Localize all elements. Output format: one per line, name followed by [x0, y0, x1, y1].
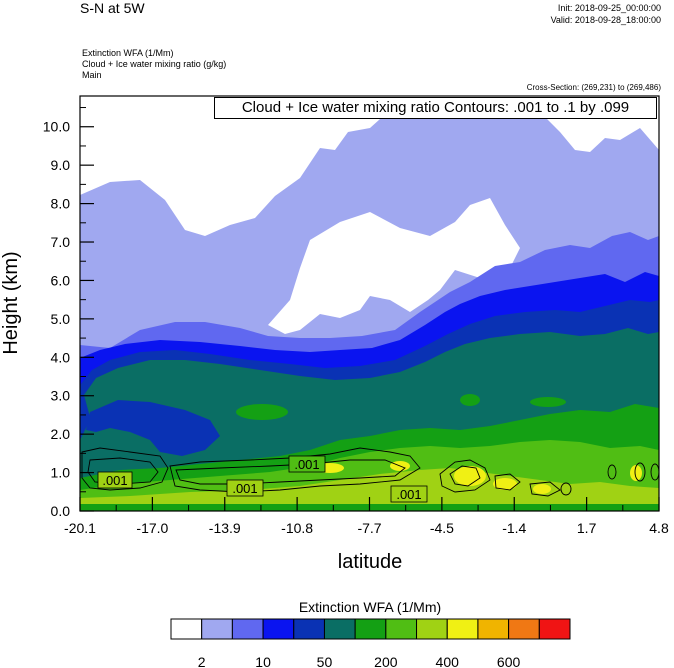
field-yellow-blob [630, 465, 642, 481]
time-info: Init: 2018-09-25_00:00:00 Valid: 2018-09… [551, 2, 661, 26]
contour-line [87, 457, 159, 485]
x-tick-label: -17.0 [136, 520, 168, 536]
x-tick-label: 1.7 [577, 520, 597, 536]
contour-label-group: .001 .001 .001 .001 [97, 455, 428, 503]
x-axis-title: latitude [338, 551, 403, 573]
variable-mixing-ratio: Cloud + Ice water mixing ratio (g/kg) [82, 59, 227, 69]
y-tick-label: 6.0 [51, 272, 71, 288]
contour-label-box [97, 471, 133, 489]
field-clear-pocket [268, 198, 520, 334]
colorbar-label: 10 [255, 654, 271, 668]
contour-label-box [288, 455, 326, 473]
field-level-5-pocket [86, 400, 220, 456]
x-tick-label: -20.1 [64, 520, 96, 536]
field-green-island [460, 394, 480, 406]
colorbar-label: 600 [497, 654, 521, 668]
colorbar-swatch [385, 618, 418, 640]
colorbar-swatch [508, 618, 540, 640]
colorbar-swatch [323, 618, 356, 640]
mixing-ratio-contours [81, 447, 659, 497]
field-yellow-blob [454, 466, 486, 486]
contour-label-box [390, 485, 428, 503]
contour-line [175, 459, 406, 485]
y-tick-label: 0.0 [51, 503, 71, 519]
x-axis: -20.1 -17.0 -13.9 -10.8 -7.7 -4.5 -1.4 1.7 4.8 [64, 497, 669, 536]
field-yellow-blob [533, 484, 551, 494]
contour-line [560, 482, 572, 496]
colorbar-swatch [231, 618, 264, 640]
y-tick-label: 7.0 [51, 234, 71, 250]
colorbar-label: 2 [198, 654, 206, 668]
colorbar-swatch [262, 618, 295, 640]
colorbar-title: Extinction WFA (1/Mm) [299, 599, 441, 615]
contour-line [650, 463, 659, 481]
y-tick-label: 5.0 [51, 311, 71, 327]
y-tick-label: 1.0 [51, 465, 71, 481]
colorbar-swatch [477, 618, 510, 640]
x-tick-label: -4.5 [430, 520, 454, 536]
contour-line [634, 462, 646, 482]
contour-label: .001 [232, 481, 257, 496]
domain-name: Main [82, 70, 102, 80]
extinction-field [80, 96, 659, 511]
colorbar-label: 50 [317, 654, 333, 668]
contour-label: .001 [396, 487, 421, 502]
contour-info-box: Cloud + Ice water mixing ratio Contours:… [214, 97, 657, 119]
variable-list: Extinction WFA (1/Mm) Cloud + Ice water … [82, 48, 226, 81]
colorbar-swatch [416, 618, 448, 640]
init-time: Init: 2018-09-25_00:00:00 [557, 3, 661, 13]
contour-line [449, 465, 481, 487]
y-tick-label: 9.0 [51, 157, 71, 173]
colorbar-swatch [354, 618, 387, 640]
contour-line [529, 481, 561, 497]
colorbar-swatch [201, 618, 233, 640]
colorbar-swatch [446, 618, 479, 640]
colorbar-swatch [170, 618, 203, 640]
contour-line [81, 447, 169, 491]
field-green-island [236, 404, 288, 420]
contour-label: .001 [102, 473, 127, 488]
y-tick-label: 8.0 [51, 196, 71, 212]
colorbar-label: 400 [436, 654, 460, 668]
x-tick-label: -1.4 [502, 520, 526, 536]
y-tick-label: 3.0 [51, 388, 71, 404]
contour-line [439, 459, 491, 493]
y-tick-label: 2.0 [51, 426, 71, 442]
field-green-island [530, 397, 566, 407]
x-tick-label: -7.7 [357, 520, 381, 536]
contour-label: .001 [294, 457, 319, 472]
y-axis: 0.0 1.0 2.0 3.0 4.0 5.0 6.0 7.0 8.0 9.0 10.0 [43, 107, 94, 519]
contour-line [494, 473, 521, 491]
field-yellow-blob [493, 478, 517, 490]
colorbar-label: 200 [374, 654, 398, 668]
valid-time: Valid: 2018-09-28_18:00:00 [550, 15, 661, 25]
cross-section-label: Cross-Section: (269,231) to (269,486) [526, 83, 661, 92]
variable-extinction: Extinction WFA (1/Mm) [82, 48, 174, 58]
plot-title: S-N at 5W [80, 0, 145, 16]
colorbar: 2 10 50 200 400 600 [170, 618, 571, 668]
contour-label-box [226, 479, 264, 497]
y-tick-label: 10.0 [43, 119, 70, 135]
y-axis-title: Height (km) [0, 251, 22, 354]
colorbar-swatch [293, 618, 325, 640]
x-tick-label: -13.9 [209, 520, 241, 536]
contour-line [607, 464, 617, 480]
x-tick-label: 4.8 [649, 520, 669, 536]
y-tick-label: 4.0 [51, 349, 71, 365]
x-tick-label: -10.8 [281, 520, 313, 536]
colorbar-swatch [538, 618, 571, 640]
